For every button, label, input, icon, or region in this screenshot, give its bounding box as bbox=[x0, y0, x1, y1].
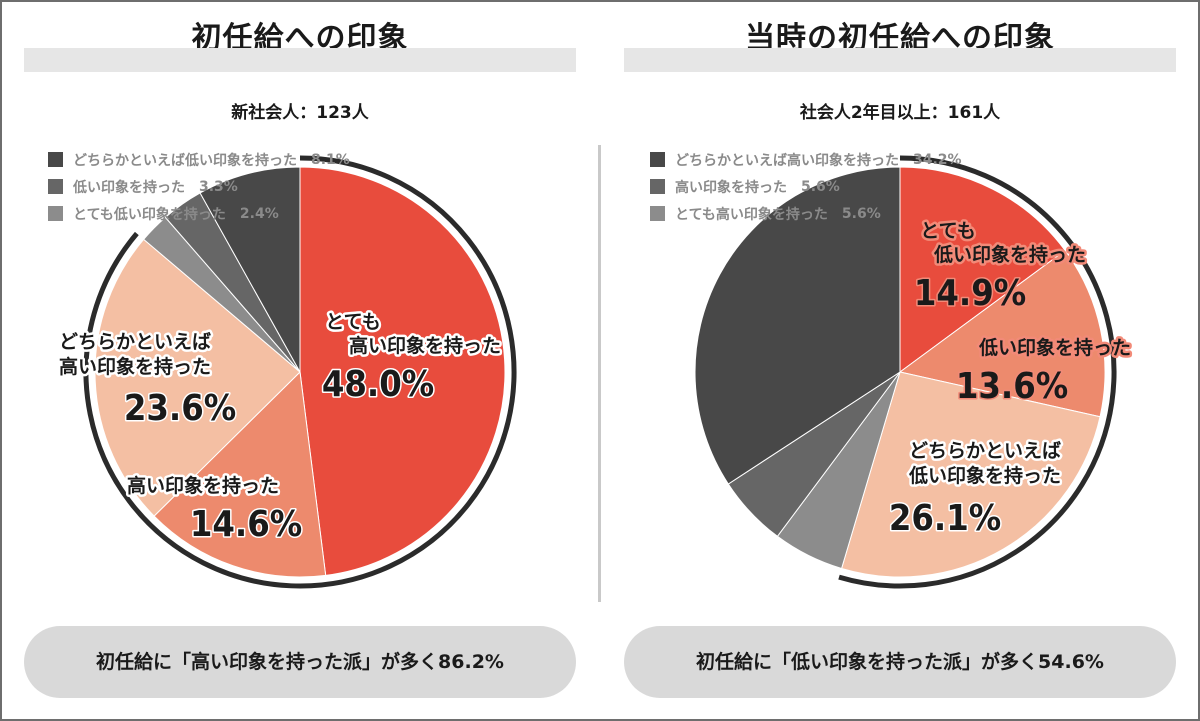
legend-value: 8.1% bbox=[311, 151, 350, 168]
left-legend-item: とても低い印象を持った 2.4% bbox=[48, 200, 350, 227]
left-legend: どちらかといえば低い印象を持った 8.1% 低い印象を持った 3.3% とても低… bbox=[48, 146, 350, 227]
right-label-very-low-line2: 低い印象を持った bbox=[933, 243, 1086, 266]
left-legend-item: 低い印象を持った 3.3% bbox=[48, 173, 350, 200]
right-pie-chart bbox=[694, 155, 1117, 589]
right-pie-slice-5 bbox=[694, 166, 901, 485]
left-label-very-high-line1: とても bbox=[325, 311, 380, 333]
right-label-somewhat-low-percent: 26.1% bbox=[889, 498, 1001, 539]
right-label-somewhat-low-line2: 低い印象を持った bbox=[908, 464, 1061, 487]
right-pie-highlight-arc bbox=[838, 155, 1117, 589]
legend-value: 5.6% bbox=[801, 178, 840, 195]
left-label-very-high-percent: 48.0% bbox=[322, 364, 434, 405]
legend-value: 34.2% bbox=[913, 151, 962, 168]
left-pie-slice-1 bbox=[153, 370, 327, 578]
panel-divider bbox=[598, 145, 601, 602]
legend-label: どちらかといえば低い印象を持った bbox=[73, 152, 297, 169]
left-label-high-percent: 14.6% bbox=[190, 504, 302, 545]
left-pie-slice-2 bbox=[94, 238, 301, 517]
legend-value: 5.6% bbox=[841, 205, 881, 222]
right-pie-slice-2 bbox=[840, 371, 1101, 578]
right-title-bar bbox=[624, 48, 1176, 72]
left-pie-slice-5 bbox=[199, 166, 301, 374]
left-label-high-line1: 高い印象を持った bbox=[127, 474, 279, 497]
right-label-very-low-line1: とても bbox=[920, 220, 975, 242]
right-legend: どちらかといえば高い印象を持った 34.2% 高い印象を持った 5.6% とても… bbox=[650, 146, 962, 227]
left-pie-slice-0 bbox=[299, 166, 506, 576]
left-label-somewhat-high-line1: どちらかといえば bbox=[59, 331, 211, 353]
legend-swatch bbox=[48, 206, 63, 221]
legend-swatch bbox=[650, 179, 665, 194]
legend-value: 2.4% bbox=[239, 205, 279, 222]
legend-swatch bbox=[48, 152, 63, 167]
left-label-very-high-line2: 高い印象を持った bbox=[349, 334, 501, 357]
right-label-somewhat-low-line1: どちらかといえば bbox=[909, 440, 1061, 462]
left-legend-item: どちらかといえば低い印象を持った 8.1% bbox=[48, 146, 350, 173]
right-label-low-line1: 低い印象を持った bbox=[978, 336, 1131, 359]
right-label-very-low-percent: 14.9% bbox=[914, 273, 1026, 314]
legend-swatch bbox=[48, 179, 63, 194]
right-pie-slice-1 bbox=[898, 249, 1106, 418]
left-label-somewhat-high-percent: 23.6% bbox=[124, 388, 236, 429]
legend-label: どちらかといえば高い印象を持った bbox=[675, 152, 899, 169]
legend-label: 高い印象を持った bbox=[675, 179, 787, 196]
legend-value: 3.3% bbox=[199, 178, 238, 195]
left-label-somewhat-high-line2: 高い印象を持った bbox=[59, 355, 211, 378]
right-legend-item: とても高い印象を持った 5.6% bbox=[650, 200, 962, 227]
right-summary-pill: 初任給に「低い印象を持った派」が多く54.6% bbox=[624, 626, 1176, 698]
right-label-low-percent: 13.6% bbox=[956, 366, 1068, 407]
left-pie-chart bbox=[83, 155, 517, 589]
right-subtitle: 社会人2年目以上：161人 bbox=[799, 103, 1001, 123]
left-subtitle: 新社会人：123人 bbox=[231, 103, 369, 123]
left-pie-highlight-arc bbox=[83, 155, 517, 589]
legend-swatch bbox=[650, 152, 665, 167]
right-legend-item: どちらかといえば高い印象を持った 34.2% bbox=[650, 146, 962, 173]
legend-label: 低い印象を持った bbox=[73, 179, 185, 196]
legend-label: とても高い印象を持った bbox=[675, 206, 828, 223]
legend-label: とても低い印象を持った bbox=[73, 206, 226, 223]
right-legend-item: 高い印象を持った 5.6% bbox=[650, 173, 962, 200]
right-pie-slice-0 bbox=[899, 166, 1066, 373]
left-title-bar bbox=[24, 48, 576, 72]
left-summary-pill: 初任給に「高い印象を持った派」が多く86.2% bbox=[24, 626, 576, 698]
legend-swatch bbox=[650, 206, 665, 221]
